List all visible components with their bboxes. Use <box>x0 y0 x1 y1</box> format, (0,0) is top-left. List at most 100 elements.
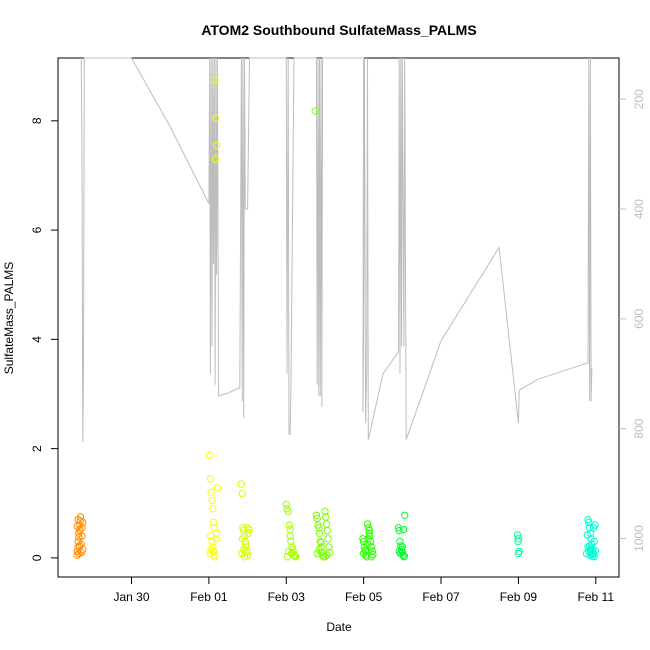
data-point <box>321 507 329 516</box>
y2-tick-label: 1000 <box>632 525 646 552</box>
x-axis: Jan 30 Feb 01 Feb 03 Feb 05 Feb 07 Feb 09 Feb … <box>113 577 614 604</box>
data-point <box>322 520 331 528</box>
y-tick-label: 6 <box>30 226 44 233</box>
plot-frame <box>57 57 620 578</box>
data-point <box>394 524 403 532</box>
data-point <box>78 524 86 532</box>
data-point <box>316 537 324 546</box>
data-point <box>514 535 523 543</box>
data-point <box>321 553 329 561</box>
data-point <box>209 518 218 527</box>
data-point <box>289 546 297 554</box>
y-tick-label: 8 <box>30 117 44 124</box>
data-point <box>237 480 246 488</box>
y-tick-label: 0 <box>30 554 44 561</box>
data-point <box>212 141 221 150</box>
y-axis-right: 200 400 600 800 1000 <box>619 89 646 552</box>
data-point <box>395 547 403 555</box>
data-point <box>245 525 253 534</box>
data-point <box>359 549 368 558</box>
data-point <box>324 535 332 543</box>
data-point <box>75 533 83 541</box>
data-point <box>363 520 372 528</box>
data-point <box>292 553 300 561</box>
data-point <box>585 542 594 550</box>
data-point <box>591 547 600 555</box>
data-point <box>212 535 220 543</box>
data-point <box>325 543 333 551</box>
x-tick-label: Jan 30 <box>113 590 149 604</box>
data-point <box>582 549 591 558</box>
data-point <box>206 451 214 459</box>
y2-tick-label: 200 <box>632 89 646 109</box>
y-axis-label: SulfateMass_PALMS <box>2 262 16 375</box>
data-point <box>208 496 216 505</box>
data-point <box>400 552 408 560</box>
data-point <box>213 484 222 492</box>
x-tick-label: Feb 07 <box>422 590 460 604</box>
data-point <box>290 551 298 559</box>
data-point <box>583 531 591 539</box>
data-point <box>369 550 377 559</box>
data-point <box>207 546 215 554</box>
data-point <box>367 553 376 561</box>
data-point <box>312 511 321 519</box>
data-point <box>401 511 409 519</box>
data-point <box>588 548 596 557</box>
data-point <box>285 521 294 529</box>
data-point <box>313 549 321 558</box>
data-point <box>323 551 331 559</box>
data-point <box>212 529 221 537</box>
data-point <box>282 500 290 508</box>
data-point <box>211 76 219 84</box>
data-point <box>211 553 219 561</box>
y-tick-label: 4 <box>30 336 44 343</box>
data-point <box>364 535 372 543</box>
data-point <box>585 518 593 527</box>
x-axis-label: Date <box>326 620 352 634</box>
altitude-line-layer <box>80 57 593 443</box>
data-point <box>395 526 403 535</box>
data-point <box>78 532 86 540</box>
data-point <box>590 537 598 546</box>
data-point <box>286 525 294 534</box>
x-tick-label: Feb 03 <box>268 590 306 604</box>
data-point <box>323 526 331 535</box>
data-point <box>311 107 319 115</box>
data-point <box>322 513 330 521</box>
y2-tick-label: 600 <box>632 309 646 329</box>
data-point <box>514 549 523 558</box>
data-point <box>284 507 292 516</box>
x-tick-label: Feb 11 <box>578 590 615 604</box>
data-point <box>209 505 217 513</box>
data-points-layer <box>73 76 600 561</box>
data-point <box>368 547 376 555</box>
data-point <box>211 155 220 163</box>
data-point <box>207 488 215 496</box>
data-point <box>365 526 374 535</box>
data-point <box>76 542 84 550</box>
data-point <box>315 529 324 537</box>
data-point <box>287 537 295 546</box>
data-point <box>212 114 220 122</box>
data-point <box>240 553 249 561</box>
data-point <box>74 515 82 524</box>
data-point <box>514 537 522 546</box>
data-point <box>589 524 598 532</box>
data-point <box>243 524 251 532</box>
data-point <box>317 538 325 547</box>
data-point <box>315 524 323 532</box>
x-tick-label: Feb 05 <box>345 590 383 604</box>
data-point <box>241 540 250 548</box>
y-tick-label: 2 <box>30 445 44 452</box>
x-tick-label: Feb 01 <box>190 590 228 604</box>
data-point <box>75 549 83 558</box>
data-point <box>315 546 323 554</box>
data-point <box>244 529 253 537</box>
chart-title: ATOM2 Southbound SulfateMass_PALMS <box>201 22 476 38</box>
y-axis-left: 0 2 4 6 8 <box>30 117 58 561</box>
data-point <box>238 489 246 498</box>
data-point <box>238 535 247 543</box>
data-point <box>399 525 408 534</box>
